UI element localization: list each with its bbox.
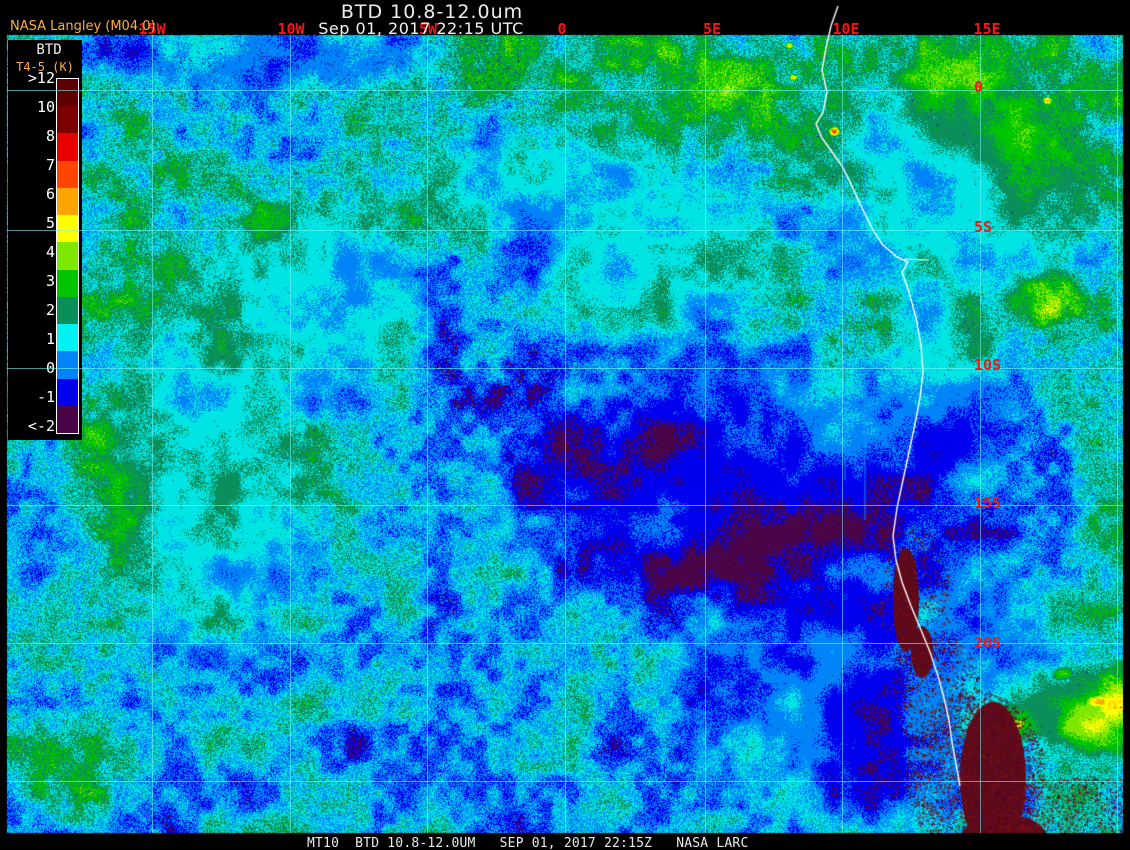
gridline-vertical	[427, 35, 428, 833]
colorbar-units: T4-5 (K)	[16, 60, 74, 74]
page-subtitle: Sep 01, 2017 22:15 UTC	[318, 19, 524, 38]
gridline-vertical	[565, 35, 566, 833]
latitude-label: 15S	[974, 494, 1002, 512]
colorbar-swatch	[57, 160, 78, 188]
colorbar-tick-label: 6	[45, 185, 55, 203]
colorbar-tick-label: 1	[45, 330, 55, 348]
latitude-label: 10S	[974, 356, 1002, 374]
longitude-label: 10W	[277, 20, 305, 38]
gridline-vertical	[152, 35, 153, 833]
gridline-vertical	[1117, 35, 1118, 833]
colorbar-swatch	[57, 405, 78, 434]
colorbar-swatch	[57, 133, 78, 161]
longitude-label: 10E	[832, 20, 860, 38]
footer-caption: MT10 BTD 10.8-12.0UM SEP 01, 2017 22:15Z…	[307, 836, 749, 850]
colorbar-swatch	[57, 269, 78, 297]
colorbar-tick-label: 3	[45, 272, 55, 290]
gridline-vertical	[842, 35, 843, 833]
colorbar-tick-label: 8	[45, 127, 55, 145]
colorbar-swatch	[57, 187, 78, 216]
colorbar-tick-label: >12	[27, 69, 55, 87]
latitude-label: 5S	[974, 218, 993, 236]
longitude-label: 5W	[418, 20, 438, 38]
colorbar-swatch	[57, 351, 78, 379]
colorbar-swatch	[57, 242, 78, 270]
longitude-label: 15E	[973, 20, 1001, 38]
colorbar-tick-label: 5	[45, 214, 55, 232]
colorbar-title: BTD	[36, 42, 62, 58]
colorbar-swatch	[57, 215, 78, 243]
gridline-vertical	[290, 35, 291, 833]
colorbar-swatch	[57, 378, 78, 406]
colorbar-tick-label: 2	[45, 301, 55, 319]
colorbar-legend: BTD T4-5 (K) >12 10 8 7 6 5 4 3 2 1 0 -1 <-2	[8, 40, 82, 440]
colorbar-tick-label: 10	[36, 98, 55, 116]
latitude-label: 20S	[974, 634, 1002, 652]
credit-label: NASA Langley (M04.0)	[10, 19, 156, 34]
gridline-vertical	[705, 35, 706, 833]
longitude-label: 0	[557, 20, 567, 38]
colorbar-swatches	[56, 78, 79, 434]
colorbar-tick-label: <-2	[27, 417, 55, 435]
colorbar-swatch	[57, 79, 78, 107]
colorbar-swatch	[57, 296, 78, 325]
colorbar-swatch	[57, 106, 78, 134]
colorbar-tick-label: -1	[36, 388, 55, 406]
colorbar-swatch	[57, 324, 78, 352]
longitude-label: 5E	[702, 20, 722, 38]
longitude-label: 15W	[138, 20, 166, 38]
page-title: BTD 10.8-12.0um	[340, 1, 524, 23]
colorbar-tick-label: 4	[45, 243, 55, 261]
colorbar-tick-label: 7	[45, 156, 55, 174]
latitude-label: 0	[974, 78, 984, 96]
gridline-vertical	[980, 35, 981, 833]
